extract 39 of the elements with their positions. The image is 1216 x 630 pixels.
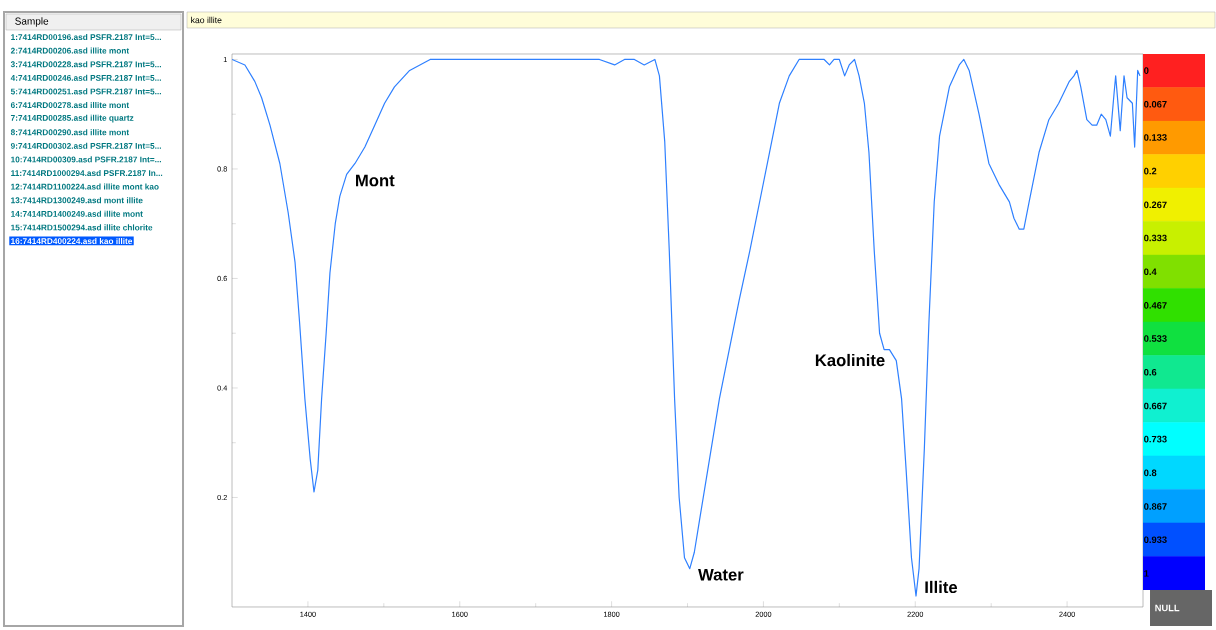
- text: NULL: [1155, 604, 1180, 612]
- annotation: Water: [698, 568, 744, 581]
- color-bar-label: 0.867: [1144, 503, 1167, 510]
- color-bar-label: 0: [1144, 67, 1149, 74]
- chart-title: kao illite: [191, 16, 222, 24]
- color-bar-label: 0.133: [1144, 134, 1167, 141]
- text: 12:7414RD1100224.asd illite mont kao: [11, 183, 159, 190]
- text: 4:7414RD00246.asd PSFR.2187 Int=5...: [10, 74, 161, 81]
- text: 8:7414RD00290.asd illite mont: [10, 129, 130, 136]
- color-bar-label: 1: [1144, 570, 1149, 577]
- color-bar-label: 0.667: [1144, 402, 1167, 410]
- text: 14:7414RD1400249.asd illite mont: [11, 210, 143, 217]
- text: 2:7414RD00206.asd illite mont: [10, 47, 130, 54]
- color-bar-label: 0.4: [1144, 268, 1157, 276]
- text: 7:7414RD00285.asd illite quartz: [10, 114, 134, 123]
- text: 10:7414RD00309.asd PSFR.2187 Int=...: [11, 156, 161, 163]
- color-bar-label: 0.067: [1144, 100, 1167, 108]
- color-bar-label: 0.533: [1144, 335, 1167, 342]
- text: 16:7414RD400224.asd kao illite: [11, 237, 133, 245]
- annotation: Kaolinite: [815, 353, 885, 367]
- color-bar-label: 0.933: [1144, 536, 1167, 544]
- color-bar-label: 0.8: [1144, 469, 1157, 477]
- text: 13:7414RD1300249.asd mont illite: [11, 197, 143, 204]
- text: 6:7414RD00278.asd illite mont: [10, 101, 130, 109]
- color-bar-label: 0.333: [1144, 234, 1167, 242]
- color-bar-label: 0.267: [1144, 201, 1167, 209]
- text: 9:7414RD00302.asd PSFR.2187 Int=5...: [10, 142, 161, 149]
- color-bar-label: 0.467: [1144, 302, 1167, 309]
- text: Sample: [15, 17, 49, 27]
- color-bar-label: 0.6: [1144, 368, 1157, 376]
- color-bar-label: 0.2: [1144, 167, 1157, 175]
- annotation: Illite: [925, 580, 958, 594]
- text: 5:7414RD00251.asd PSFR.2187 Int=5...: [10, 88, 161, 95]
- color-bar-label: 0.733: [1144, 435, 1167, 443]
- annotation: Mont: [356, 174, 395, 187]
- text: 3:7414RD00228.asd PSFR.2187 Int=5...: [10, 61, 161, 68]
- text: 1:7414RD00196.asd PSFR.2187 Int=5...: [11, 33, 161, 41]
- text: 15:7414RD1500294.asd illite chlorite: [11, 224, 153, 231]
- text: 11:7414RD1000294.asd PSFR.2187 In...: [11, 169, 163, 177]
